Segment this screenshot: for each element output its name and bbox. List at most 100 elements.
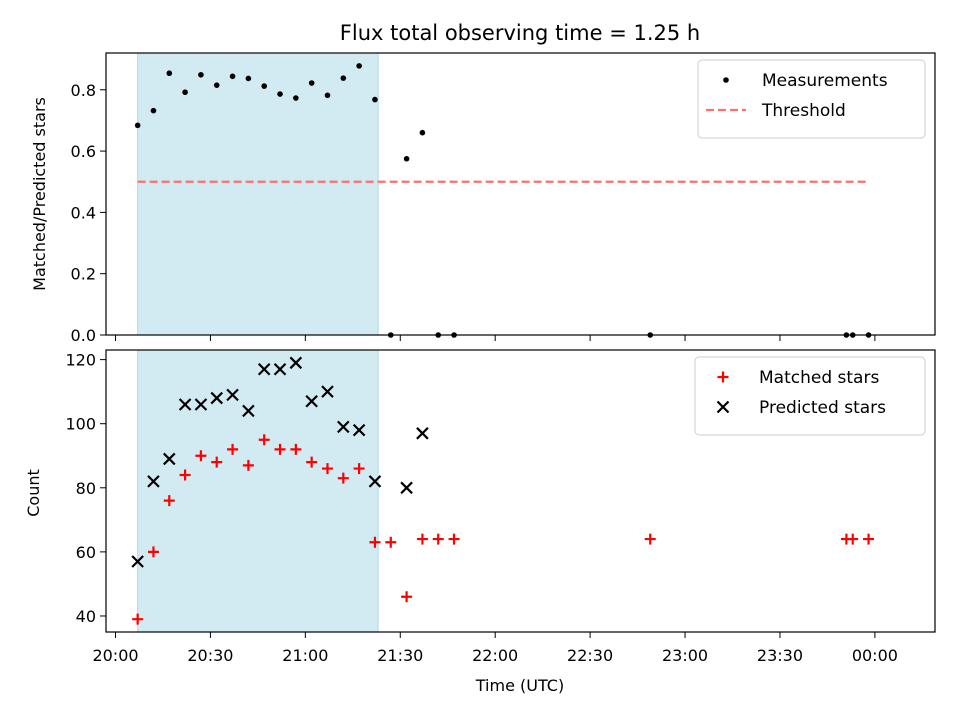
y-tick-label: 40	[76, 607, 96, 626]
legend-label: Threshold	[761, 101, 846, 121]
predicted-stars-point	[257, 362, 271, 376]
matched-stars-point	[337, 472, 349, 484]
x-tick-label: 20:00	[92, 646, 138, 665]
bottom-y-axis-label: Count	[24, 469, 43, 517]
y-tick-label: 0.0	[71, 326, 96, 345]
y-tick-label: 0.8	[71, 81, 96, 100]
matched-stars-point	[163, 495, 175, 507]
matched-stars-point	[353, 463, 365, 475]
legend-label: Predicted stars	[759, 398, 886, 418]
top-y-axis-label: Matched/Predicted stars	[30, 97, 49, 291]
bottom-panel: 40 60 80 100 120 20:00 20:30 21:00 21:30 22:00 22:…	[65, 349, 936, 665]
plot-frame	[105, 52, 936, 336]
predicted-stars-point	[226, 388, 239, 402]
top-panel: 0.0 0.2 0.4 0.6 0.8 Measurements Threshold	[71, 52, 936, 345]
measurements-point	[403, 155, 410, 162]
predicted-stars-point	[368, 475, 382, 488]
measurements-point	[419, 129, 426, 136]
predicted-stars-point	[305, 394, 318, 408]
legend-label: Measurements	[762, 71, 888, 91]
matched-stars-point	[179, 469, 191, 481]
legend-box	[697, 59, 926, 139]
matched-stars-point	[274, 443, 286, 455]
observing-span	[137, 349, 379, 633]
predicted-stars-point	[242, 404, 255, 418]
observing-span	[137, 52, 379, 336]
matched-stars-point	[195, 450, 207, 462]
x-tick-label: 22:30	[567, 646, 613, 665]
measurements-point	[356, 63, 362, 69]
predicted-stars-point	[416, 427, 429, 440]
x-tick-label: 00:00	[852, 646, 898, 665]
y-tick-label: 120	[65, 351, 96, 370]
matched-stars-point	[863, 533, 875, 545]
x-tick-label: 23:30	[757, 646, 803, 665]
predicted-stars-point	[147, 475, 160, 488]
matched-stars-point	[369, 536, 381, 548]
matched-stars-point	[416, 533, 428, 545]
matched-stars-point	[644, 533, 656, 545]
x-tick-label: 23:00	[662, 646, 708, 665]
legend-marker	[723, 77, 729, 83]
predicted-stars-point	[273, 362, 287, 376]
predicted-stars-point	[194, 398, 208, 411]
measurements-point	[229, 73, 236, 80]
matched-stars-point	[290, 443, 302, 455]
y-tick-label: 0.6	[71, 142, 96, 161]
predicted-stars-point	[178, 398, 192, 411]
chart-title: Flux total observing time = 1.25 h	[340, 21, 700, 45]
x-tick-label: 21:30	[377, 646, 423, 665]
y-tick-label: 0.2	[71, 265, 96, 284]
measurements-point	[182, 89, 188, 96]
plot-frame	[105, 349, 936, 633]
matched-stars-point	[847, 533, 859, 545]
matched-stars-point	[321, 463, 333, 475]
x-tick-label: 21:00	[282, 646, 328, 665]
legend-label: Matched stars	[759, 368, 879, 388]
predicted-stars-point	[131, 555, 144, 568]
x-tick-label: 20:30	[187, 646, 233, 665]
measurements-point	[150, 107, 157, 114]
x-axis-label: Time (UTC)	[475, 676, 564, 695]
legend-box	[694, 356, 926, 436]
predicted-stars-point	[321, 385, 334, 398]
matched-stars-point	[242, 459, 254, 471]
matched-stars-point	[385, 536, 397, 548]
predicted-stars-point	[289, 356, 303, 370]
y-tick-label: 80	[76, 479, 96, 498]
measurements-point	[198, 71, 204, 78]
matched-stars-point	[211, 456, 223, 468]
measurements-point	[213, 82, 220, 88]
y-tick-label: 60	[76, 543, 96, 562]
measurements-point	[261, 83, 268, 89]
matched-stars-point	[432, 533, 444, 545]
legend: Matched stars Predicted stars	[694, 356, 926, 436]
y-tick-label: 100	[65, 415, 96, 434]
measurements-point	[308, 80, 315, 86]
matched-stars-point	[401, 591, 413, 603]
predicted-stars-point	[352, 423, 366, 437]
legend-marker	[716, 400, 730, 414]
measurements-point	[277, 91, 283, 97]
y-tick-label: 0.4	[71, 203, 96, 222]
matched-stars-point	[448, 533, 460, 545]
predicted-stars-point	[210, 391, 224, 405]
matched-stars-point	[258, 434, 270, 446]
measurements-point	[293, 95, 299, 101]
measurements-point	[340, 75, 347, 81]
matched-stars-point	[306, 456, 318, 468]
measurements-point	[372, 96, 378, 103]
x-tick-label: 22:00	[472, 646, 518, 665]
measurements-point	[324, 92, 331, 99]
measurements-point	[166, 70, 173, 77]
legend: Measurements Threshold	[697, 59, 926, 139]
matched-stars-point	[227, 443, 239, 455]
predicted-stars-point	[400, 481, 413, 495]
matched-stars-point	[132, 613, 144, 625]
matched-stars-point	[147, 546, 159, 558]
predicted-stars-point	[163, 452, 176, 466]
measurements-point	[134, 122, 141, 129]
predicted-stars-point	[337, 420, 350, 434]
measurements-point	[245, 75, 252, 82]
